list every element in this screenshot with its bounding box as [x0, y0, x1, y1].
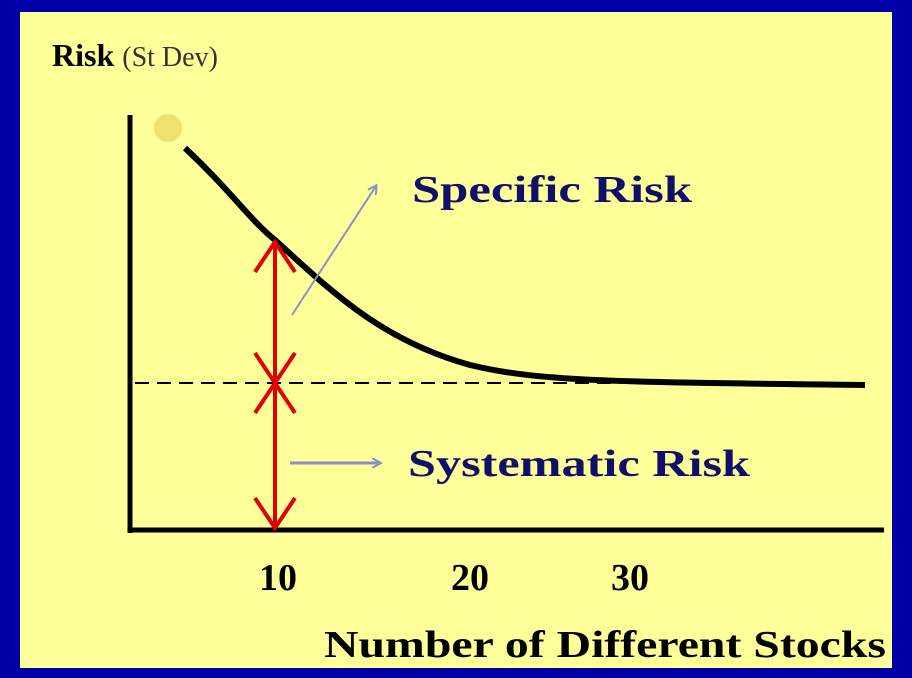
y-axis-label: Risk (St Dev)	[52, 37, 218, 73]
x-tick-label: 20	[451, 557, 489, 599]
x-ticks: 10 20 30	[259, 557, 649, 599]
x-axis-label: Number of Different Stocks	[324, 624, 886, 666]
risk-split-arrows	[253, 238, 297, 532]
y-label-main: Risk	[52, 37, 114, 73]
x-tick-label: 10	[259, 557, 297, 599]
specific-pointer	[291, 186, 376, 316]
specific-risk-label: Specific Risk	[412, 169, 693, 211]
systematic-risk-label: Systematic Risk	[408, 443, 751, 485]
start-blob	[154, 114, 182, 142]
risk-curve	[182, 145, 866, 388]
y-label-unit: (St Dev)	[122, 42, 218, 73]
x-tick-label: 30	[611, 557, 649, 599]
